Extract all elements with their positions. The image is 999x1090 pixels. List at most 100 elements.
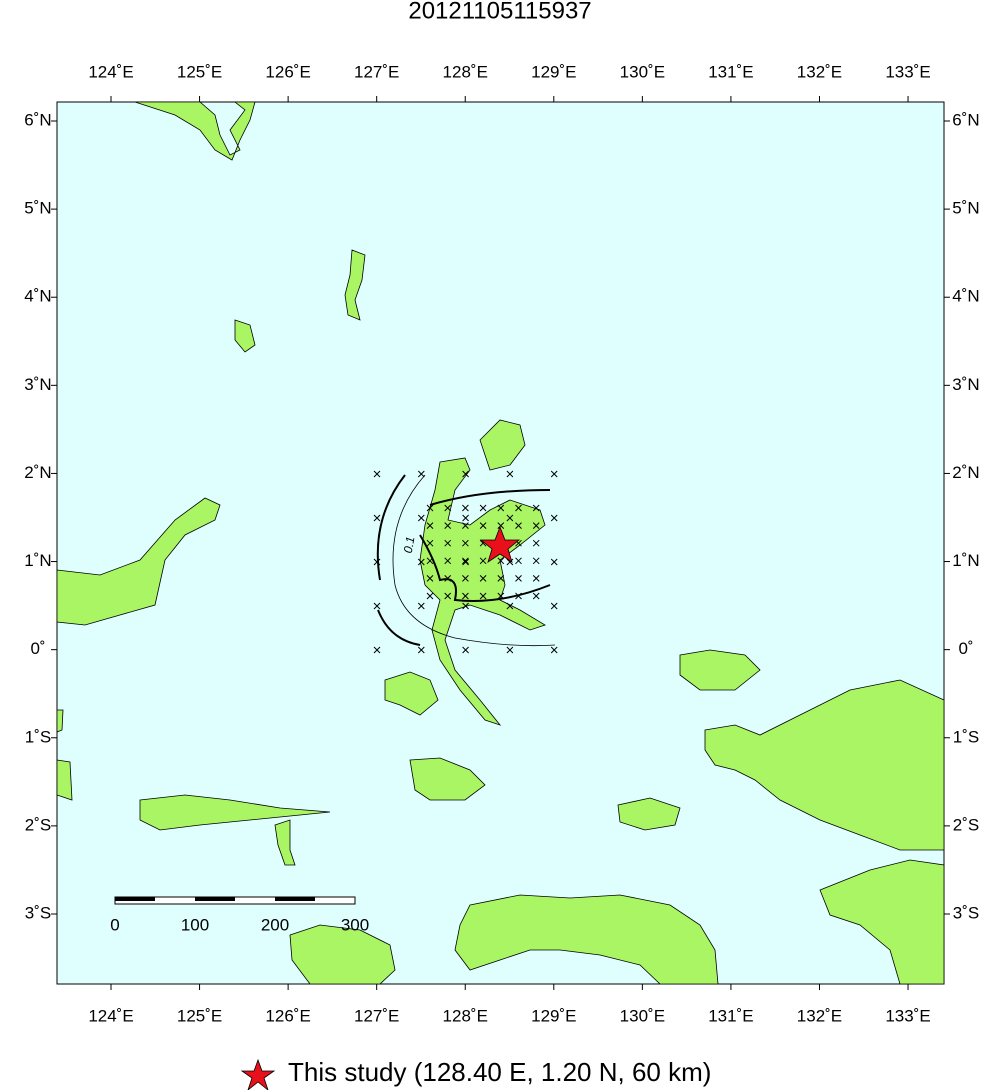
- lon-tick-label: 132˚E: [797, 1006, 842, 1025]
- lat-tick-label: 3˚S: [25, 903, 51, 922]
- lat-tick-label: 2˚N: [952, 463, 979, 482]
- station: [444, 522, 452, 529]
- station: [462, 592, 469, 600]
- station: [462, 558, 469, 566]
- lon-tick-label: 125˚E: [177, 1006, 222, 1025]
- station: [497, 592, 505, 600]
- station: [532, 575, 540, 582]
- station: [373, 646, 381, 654]
- station: [506, 470, 514, 478]
- station: [462, 575, 469, 582]
- scale-label: 0: [110, 915, 119, 934]
- station: [462, 557, 469, 565]
- scale-label: 300: [341, 915, 369, 934]
- lat-tick-label: 4˚N: [24, 287, 51, 306]
- station: [479, 557, 487, 565]
- station: [426, 592, 434, 600]
- lat-tick-label: 2˚N: [24, 463, 51, 482]
- lat-tick-label: 6˚N: [952, 110, 979, 129]
- station: [444, 557, 452, 565]
- lat-tick-label: 2˚S: [25, 815, 51, 834]
- lon-tick-label: 128˚E: [443, 1006, 488, 1025]
- epicenter-star: [479, 525, 521, 563]
- station: [479, 575, 487, 582]
- station: [479, 522, 487, 529]
- station: [497, 504, 505, 512]
- station: [532, 539, 540, 547]
- station: [417, 602, 425, 610]
- lon-tick-label: 130˚E: [620, 62, 665, 81]
- station: [417, 646, 425, 654]
- station: [462, 646, 469, 654]
- lat-tick-label: 3˚N: [24, 375, 51, 394]
- station: [550, 514, 558, 522]
- station: [462, 514, 469, 522]
- title: 20121105115937: [408, 0, 591, 24]
- station: [373, 602, 381, 610]
- lon-tick-label: 124˚E: [88, 1006, 133, 1025]
- lat-tick-label: 1˚N: [952, 551, 979, 570]
- lon-tick-label: 129˚E: [531, 1006, 576, 1025]
- lon-tick-label: 133˚E: [885, 62, 930, 81]
- lat-tick-label: 3˚N: [952, 375, 979, 394]
- lon-tick-label: 129˚E: [531, 62, 576, 81]
- lat-tick-label: 0˚: [30, 639, 45, 658]
- lon-tick-label: 131˚E: [708, 62, 753, 81]
- station: [497, 557, 505, 565]
- station: [506, 514, 514, 522]
- station: [479, 504, 487, 512]
- station: [426, 539, 434, 547]
- lon-tick-label: 126˚E: [265, 1006, 310, 1025]
- lat-tick-label: 6˚N: [24, 110, 51, 129]
- station: [373, 558, 381, 566]
- lon-tick-label: 133˚E: [885, 1006, 930, 1025]
- station: [462, 504, 469, 512]
- station: [506, 602, 514, 610]
- lat-tick-label: 5˚N: [952, 199, 979, 218]
- lat-tick-label: 1˚S: [25, 727, 51, 746]
- lat-tick-label: 5˚N: [24, 199, 51, 218]
- lon-tick-label: 131˚E: [708, 1006, 753, 1025]
- lon-tick-label: 128˚E: [443, 62, 488, 81]
- station: [515, 522, 522, 529]
- station: [444, 575, 452, 582]
- station: [479, 592, 487, 600]
- lon-tick-label: 127˚E: [354, 1006, 399, 1025]
- station: [515, 557, 522, 565]
- legend-star: [240, 1058, 276, 1090]
- station: [550, 602, 558, 610]
- lat-tick-label: 1˚N: [24, 551, 51, 570]
- station: [373, 470, 381, 478]
- station: [532, 557, 540, 565]
- station: [426, 575, 434, 582]
- station: [417, 470, 425, 478]
- station: [506, 558, 514, 566]
- lat-tick-label: 2˚S: [953, 815, 979, 834]
- contours: 0.1: [376, 474, 556, 647]
- lon-tick-label: 125˚E: [177, 62, 222, 81]
- station: [444, 504, 452, 512]
- station-grid: [373, 470, 558, 654]
- station: [462, 602, 469, 610]
- station: [462, 539, 469, 547]
- station: [373, 514, 381, 522]
- lat-tick-label: 1˚S: [953, 727, 979, 746]
- station: [550, 470, 558, 478]
- station: [515, 575, 522, 582]
- station: [426, 522, 434, 529]
- station: [426, 557, 434, 565]
- station: [506, 646, 514, 654]
- station: [550, 646, 558, 654]
- lat-tick-label: 3˚S: [953, 903, 979, 922]
- station: [417, 514, 425, 522]
- station: [532, 592, 540, 600]
- lat-tick-label: 4˚N: [952, 287, 979, 306]
- station: [426, 504, 434, 512]
- land: [56, 101, 945, 985]
- scale-label: 100: [181, 915, 209, 934]
- station: [532, 522, 540, 529]
- station: [444, 539, 452, 547]
- station: [417, 558, 425, 566]
- contour-label: 0.1: [401, 535, 418, 554]
